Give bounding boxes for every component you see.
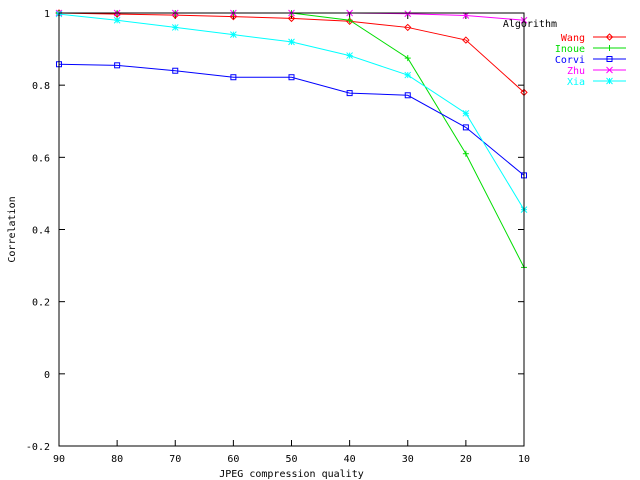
legend-marker-corvi (606, 56, 613, 62)
legend-title: Algorithm (503, 19, 557, 30)
data-point-xia (346, 52, 353, 59)
data-point-corvi (346, 90, 353, 97)
x-tick-label: 30 (402, 454, 414, 465)
data-point-xia (404, 71, 412, 79)
y-tick-label: 0.6 (32, 153, 50, 164)
data-point-zhu (404, 10, 412, 18)
data-point-xia (230, 31, 237, 39)
plot-frame (58, 12, 525, 447)
x-tick-label: 60 (227, 454, 239, 465)
data-point-xia (288, 38, 295, 46)
legend-marker-xia (606, 77, 613, 85)
data-point-corvi (114, 62, 121, 69)
data-point-wang (171, 11, 179, 19)
y-tick-label: -0.2 (26, 442, 50, 453)
y-tick-label: 1 (44, 9, 50, 20)
x-tick-label: 20 (460, 454, 472, 465)
legend-label-zhu: Zhu (567, 66, 585, 77)
y-tick-label: 0.8 (32, 81, 50, 92)
legend-marker-wang (605, 33, 614, 41)
legend-marker-inoue (606, 45, 613, 51)
data-point-corvi (404, 92, 411, 99)
data-point-corvi (288, 74, 295, 81)
data-point-inoue (462, 150, 469, 157)
data-point-wang (462, 36, 470, 44)
y-axis-label: Correlation (7, 196, 18, 262)
data-point-zhu (462, 12, 470, 19)
legend-label-xia: Xia (567, 77, 585, 88)
x-tick-label: 70 (169, 454, 181, 465)
legend-label-inoue: Inoue (555, 44, 585, 55)
data-point-corvi (230, 74, 237, 81)
legend-label-wang: Wang (561, 33, 585, 44)
data-point-xia (171, 24, 179, 31)
data-point-wang (287, 14, 296, 23)
y-axis-ticks: -0.2 0 0.2 0.4 0.6 0.8 1 (26, 9, 524, 453)
data-point-inoue (346, 17, 353, 24)
data-point-inoue (404, 55, 411, 62)
series-line-corvi (58, 63, 525, 176)
data-point-xia (462, 109, 470, 117)
x-tick-label: 50 (285, 454, 297, 465)
y-tick-label: 0 (44, 370, 50, 381)
y-tick-label: 0.4 (32, 226, 50, 237)
series-layer (55, 9, 528, 271)
x-axis-ticks: 90 80 70 60 50 40 30 20 10 (53, 13, 530, 465)
x-tick-label: 90 (53, 454, 65, 465)
legend-label-corvi: Corvi (555, 55, 585, 66)
x-axis-label: JPEG compression quality (219, 469, 364, 480)
x-tick-label: 10 (518, 454, 530, 465)
data-point-wang (404, 23, 412, 32)
data-point-corvi (172, 67, 179, 74)
series-line-wang (58, 12, 525, 93)
x-tick-label: 80 (111, 454, 123, 465)
y-tick-label: 0.2 (32, 298, 50, 309)
x-tick-label: 40 (344, 454, 356, 465)
data-point-xia (113, 16, 121, 24)
data-point-corvi (462, 124, 469, 131)
legend-marker-zhu (606, 66, 613, 74)
series-line-inoue (59, 12, 525, 268)
